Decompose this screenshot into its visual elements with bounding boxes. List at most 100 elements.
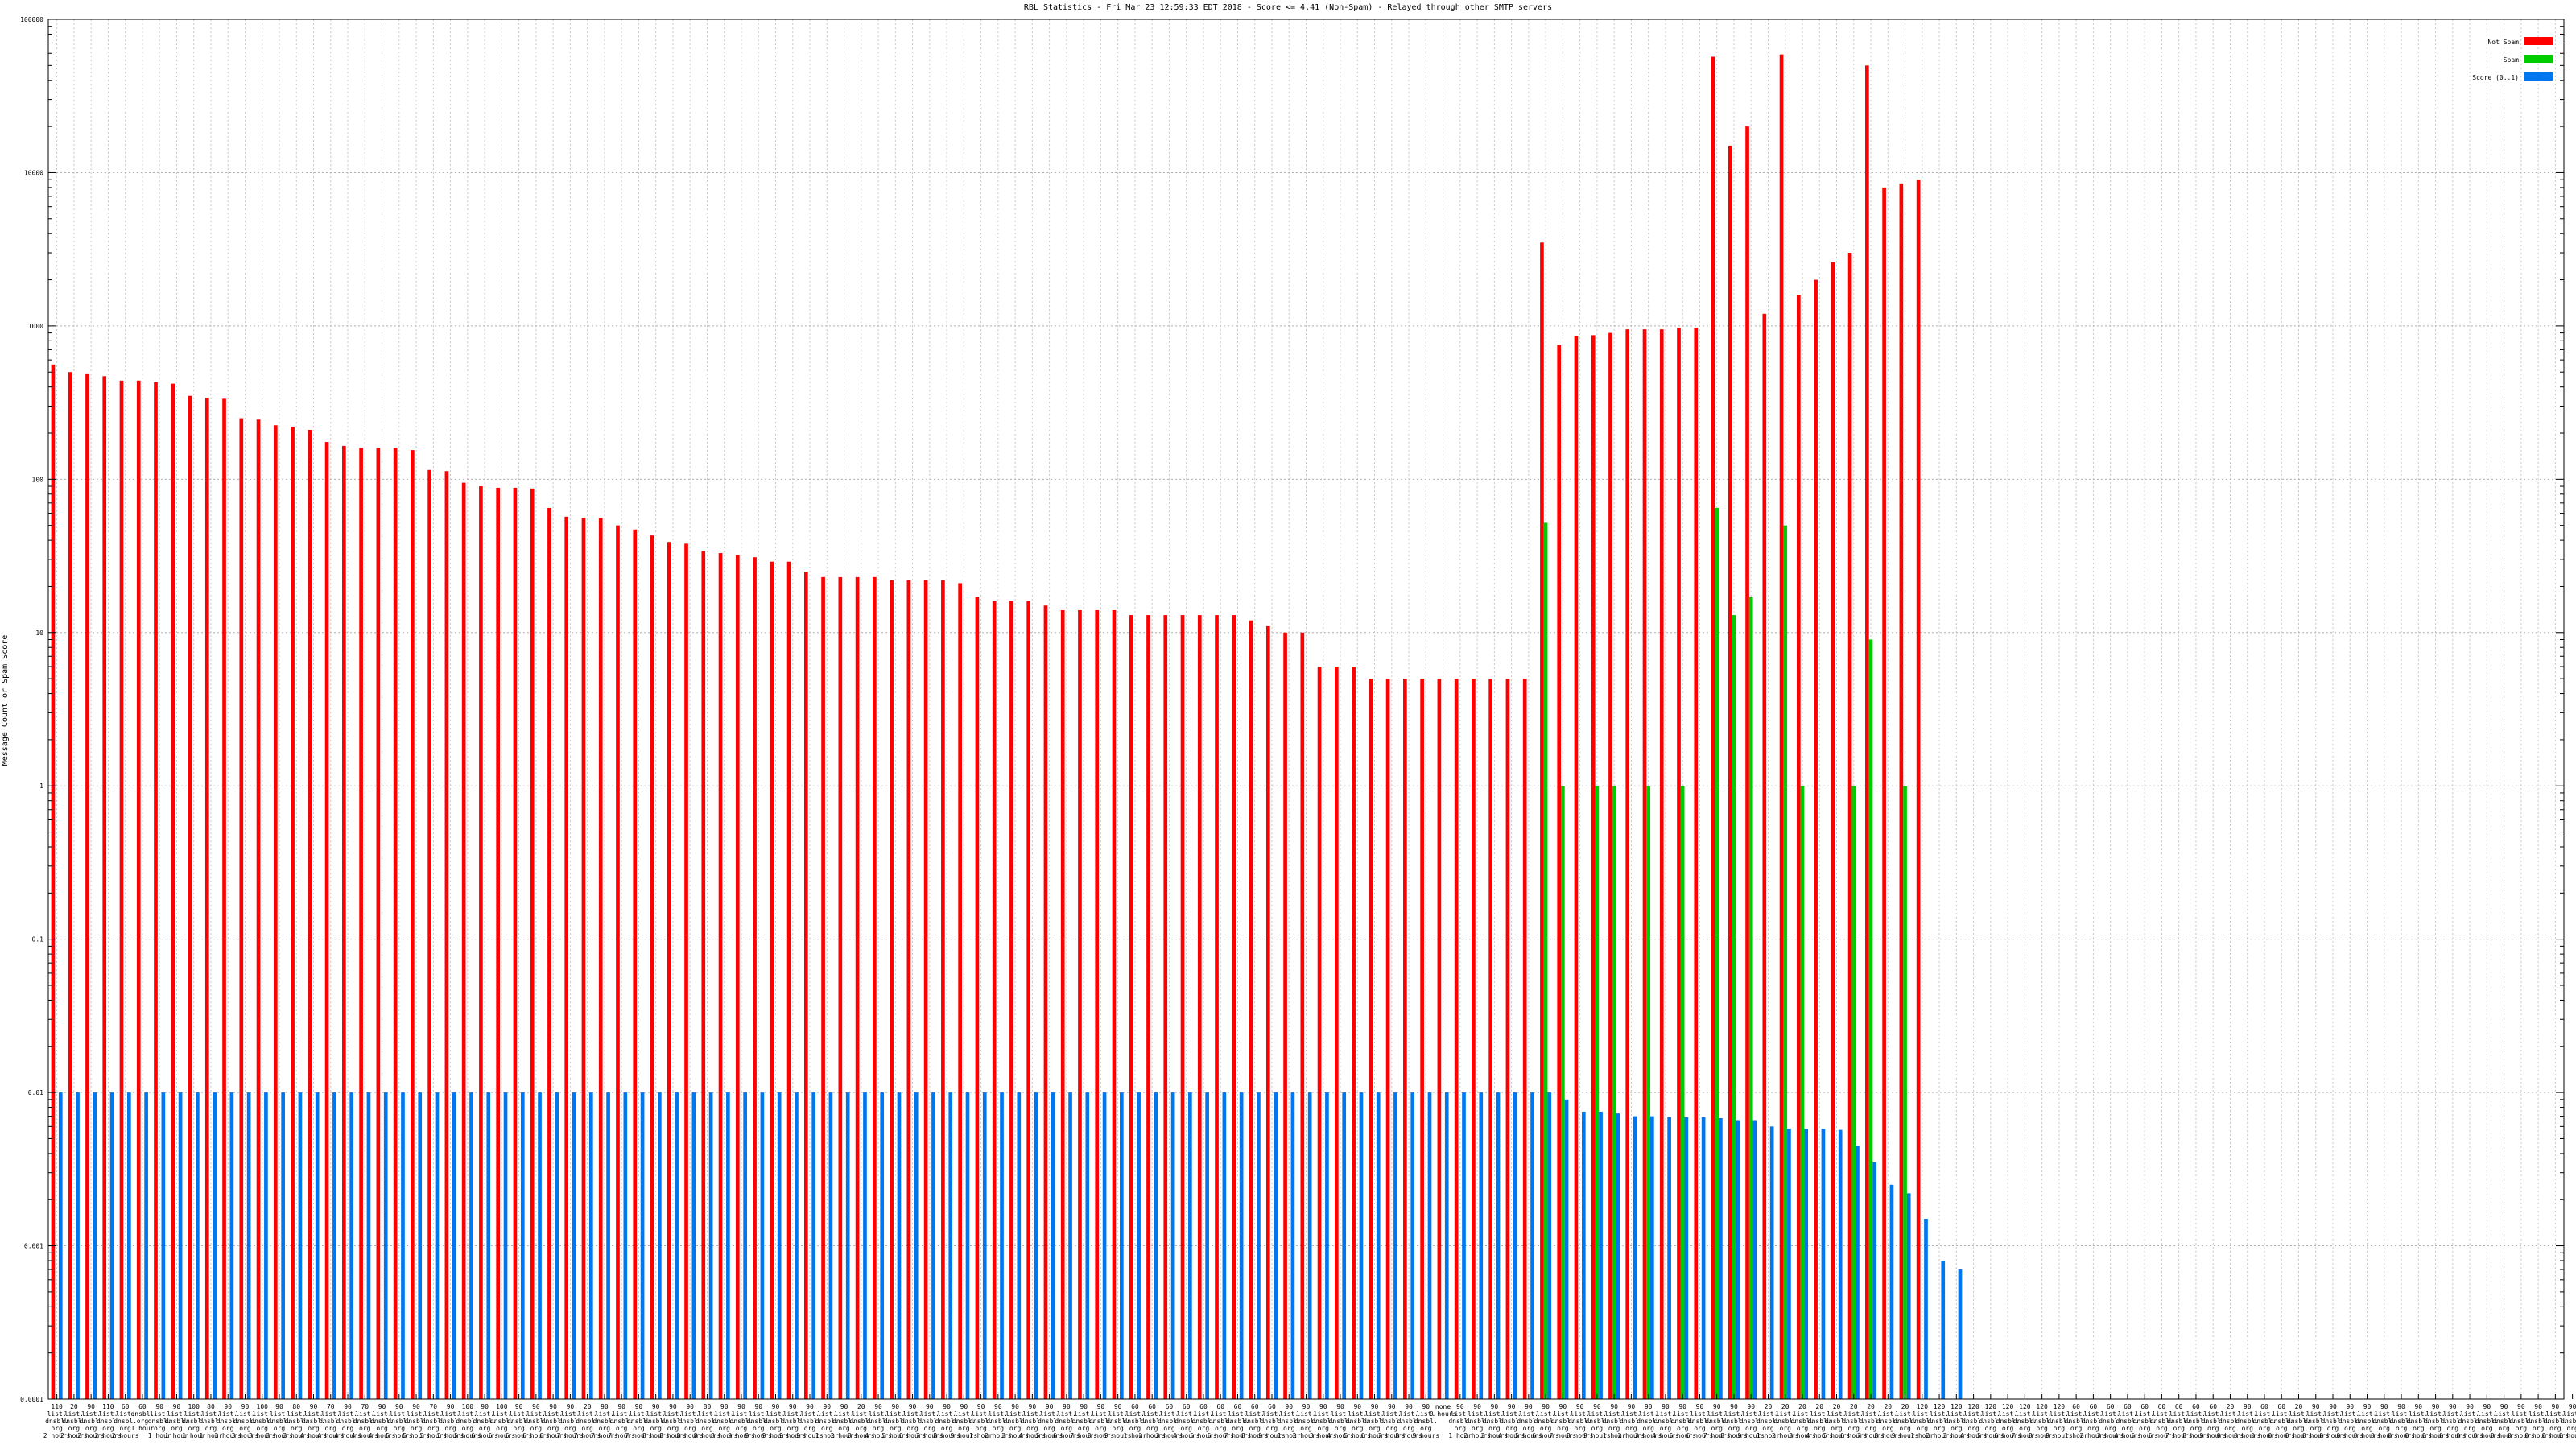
x-tick-label: 120 list. dnsbl. org 2 hours <box>1926 1403 1953 1439</box>
bar-not-spam <box>855 576 860 1399</box>
x-tick-label-line: dnsbl. <box>1825 1418 1848 1425</box>
x-tick-label-line: org <box>2156 1425 2168 1432</box>
x-tick-label-line: 3 hours <box>1156 1432 1183 1439</box>
x-tick-label-line: 5 hours <box>2131 1432 2158 1439</box>
bar-score-0-1- <box>1410 1092 1415 1399</box>
bar-score-0-1- <box>1872 1162 1877 1399</box>
x-tick-label-line: org <box>2122 1425 2134 1432</box>
x-tick-label-line: org <box>804 1425 816 1432</box>
x-tick-label: 60 list. dnsbl. org 4 hours <box>1173 1403 1200 1439</box>
x-tick-label-line: 5 hours <box>881 1432 909 1439</box>
x-tick-label-line: 20 <box>1765 1403 1773 1410</box>
x-tick-label-line: list. <box>2066 1410 2086 1418</box>
bar-not-spam <box>1557 345 1562 1400</box>
x-tick-label: 20 list. dnsbl. org 7 hours <box>1857 1403 1885 1439</box>
x-tick-label-line: list. <box>1827 1410 1846 1418</box>
x-tick-label-line: 2 hours <box>95 1432 122 1439</box>
x-tick-label-line: 9 hours <box>1104 1432 1132 1439</box>
bar-not-spam <box>291 427 295 1399</box>
x-tick-label-line: 120 <box>1934 1403 1946 1410</box>
x-tick-label-line: dnsbl. <box>2235 1418 2259 1425</box>
x-tick-label-line: dnsbl. <box>2441 1418 2464 1425</box>
x-tick-label-line: org <box>2310 1425 2322 1432</box>
x-tick-label-line: 90 <box>155 1403 163 1410</box>
x-tick-label-line: 90 <box>275 1403 283 1410</box>
x-tick-label: 120 list. dnsbl. org 1 hour <box>1910 1403 1934 1439</box>
x-tick-label-line: 6 hours <box>1053 1432 1080 1439</box>
x-tick-label-line: 4 hours <box>300 1432 328 1439</box>
x-tick-label-line: 90 <box>652 1403 660 1410</box>
x-tick-label-line: 2 hours <box>1926 1432 1953 1439</box>
x-tick-label-line: org <box>547 1425 559 1432</box>
x-tick-label-line: org <box>718 1425 730 1432</box>
x-tick-label-line: 90 <box>1696 1403 1704 1410</box>
x-tick-label-line: 90 <box>720 1403 729 1410</box>
x-tick-label: 60 list. dnsbl. org 5 hours <box>2131 1403 2158 1439</box>
x-tick-label-line: 60 <box>2260 1403 2268 1410</box>
x-tick-label-line: org <box>359 1425 371 1432</box>
x-tick-label-line: 5 hours <box>1190 1432 1217 1439</box>
bar-not-spam <box>1060 609 1065 1399</box>
x-tick-label-line: list. <box>697 1410 716 1418</box>
x-tick-label: 100 list. dnsbl. org 3 hours <box>249 1403 276 1439</box>
bar-not-spam <box>461 482 466 1400</box>
bar-score-0-1- <box>486 1092 491 1399</box>
x-tick-label-line: org <box>1249 1425 1261 1432</box>
x-tick-label-line: 60 <box>1183 1403 1191 1410</box>
x-tick-label-line: 100 <box>188 1403 200 1410</box>
x-tick-label-line: 90 <box>737 1403 745 1410</box>
x-tick-label-line: org <box>2224 1425 2236 1432</box>
x-tick-label-line: 90 <box>2329 1403 2337 1410</box>
x-tick-label-line: org <box>1283 1425 1295 1432</box>
x-tick-label-line: 90 <box>2517 1403 2525 1410</box>
x-tick-label-line: 9 hours <box>796 1432 824 1439</box>
x-tick-label: 90 list. dnsbl. org 3 hours <box>1310 1403 1337 1439</box>
x-tick-label-line: list. <box>2083 1410 2103 1418</box>
x-tick-label: 60 list. dnsbl. org 2 hours <box>112 1403 139 1439</box>
x-tick-label: 60 list. dnsbl. org 0 hours <box>2251 1403 2278 1439</box>
bar-score-0-1- <box>1958 1269 1963 1399</box>
y-tick-label: 10 <box>35 630 43 637</box>
x-tick-label-line: list. <box>1571 1410 1590 1418</box>
x-tick-label-line: 60 <box>2107 1403 2115 1410</box>
x-tick-label-line: 1 hour <box>130 1425 154 1432</box>
x-tick-label-line: 7 hours <box>1550 1432 1577 1439</box>
x-tick-label-line: list. <box>543 1410 563 1418</box>
x-tick-label-line: list. <box>253 1410 272 1418</box>
bar-score-0-1- <box>1736 1120 1740 1399</box>
x-tick-label-line: 2 hours <box>1138 1432 1166 1439</box>
x-tick-label-line: org <box>2429 1425 2442 1432</box>
x-tick-label-line: 0 hours <box>2319 1432 2347 1439</box>
bar-spam <box>1612 786 1616 1399</box>
x-tick-label-line: org <box>2379 1425 2391 1432</box>
bar-not-spam <box>1026 601 1031 1399</box>
x-tick-label-line: list. <box>680 1410 700 1418</box>
x-tick-label-line: 1 hour <box>1757 1432 1780 1439</box>
bar-not-spam <box>1163 615 1168 1399</box>
x-tick-label-line: 60 <box>1216 1403 1224 1410</box>
x-tick-label: 90 list. dnsbl. org 2 hours <box>77 1403 105 1439</box>
x-tick-label-line: 90 <box>891 1403 899 1410</box>
x-tick-label-line: org <box>1951 1425 1963 1432</box>
x-tick-label-line: list. <box>1416 1410 1435 1418</box>
x-tick-label-line: org <box>616 1425 628 1432</box>
x-tick-label-line: 110 <box>51 1403 63 1410</box>
x-tick-label-line: 9 hours <box>779 1432 807 1439</box>
x-tick-label-line: list. <box>1793 1410 1812 1418</box>
x-tick-label-line: dnsbl. <box>2219 1418 2242 1425</box>
legend: Not Spam Spam Score (0..1) <box>2472 37 2553 81</box>
x-tick-label: 90 list. dnsbl. org 9 hours <box>1737 1403 1765 1439</box>
x-tick-label-line: 60 <box>2072 1403 2080 1410</box>
x-tick-label-line: 7 hours <box>625 1432 653 1439</box>
bar-score-0-1- <box>1239 1092 1244 1399</box>
x-tick-label-line: 90 <box>1097 1403 1105 1410</box>
bar-score-0-1- <box>880 1092 885 1399</box>
x-tick-label-line: dnsbl. <box>387 1418 411 1425</box>
x-tick-label-line: dnsbl. <box>2424 1418 2447 1425</box>
x-tick-label-line: list. <box>1142 1410 1162 1418</box>
bar-not-spam <box>1385 679 1390 1399</box>
x-tick-label-line: org <box>2241 1425 2253 1432</box>
x-tick-label-line: 4 hours <box>1960 1432 1988 1439</box>
x-tick-label-line: org <box>2139 1425 2151 1432</box>
x-tick-label-line: 4 hours <box>1806 1432 1833 1439</box>
